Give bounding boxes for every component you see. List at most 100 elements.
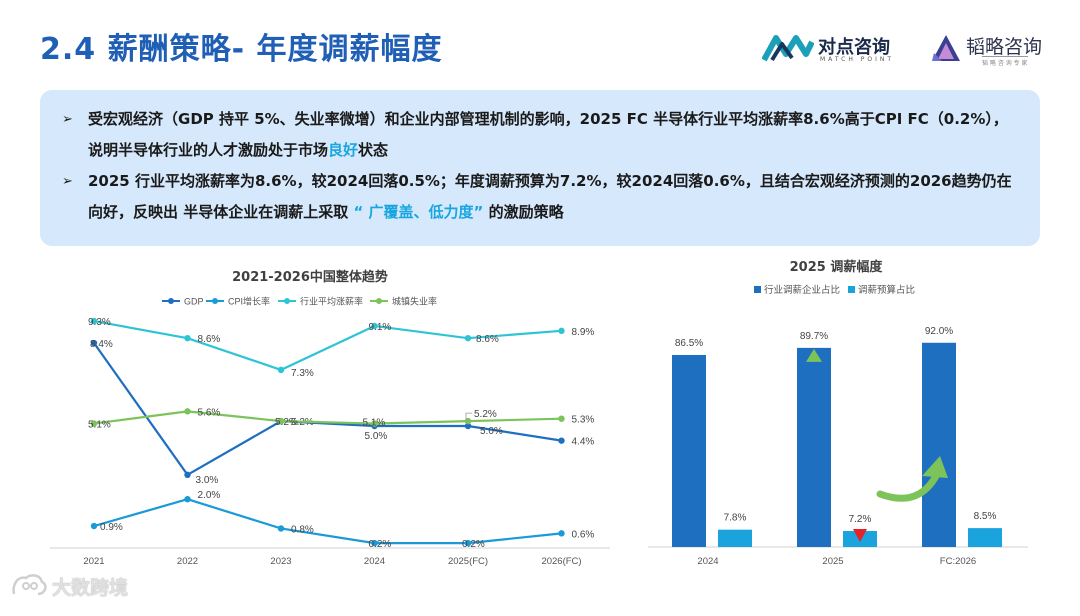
x-tick-label: 2026(FC) [541,556,581,567]
summary-box: ➢ 受宏观经济（GDP 持平 5%、失业率微增）和企业内部管理机制的影响，202… [40,90,1040,246]
data-point [90,339,98,347]
legend-swatch-marker [212,298,218,304]
series-line [93,410,562,425]
bullet-2-highlight: “ 广覆盖、低力度” [353,203,484,221]
data-point [277,366,285,374]
bar [797,347,831,547]
bullet-arrow-icon: ➢ [62,112,73,127]
data-label: 0.8% [291,524,314,535]
x-tick-label: FC:2026 [940,556,976,567]
data-point [558,327,565,335]
legend-label: GDP [184,297,204,307]
series-line [93,319,562,372]
data-point [558,415,565,422]
bullet-1-text: 受宏观经济（GDP 持平 5%、失业率微增）和企业内部管理机制的影响，2025 … [88,110,1008,159]
data-point [558,437,565,444]
x-tick-label: 2022 [177,556,198,567]
x-tick-label: 2024 [697,556,718,567]
data-point [277,525,285,532]
bar-label: 7.8% [724,513,747,524]
data-label: 5.0% [480,426,503,437]
line-chart-legend: GDP CPI增长率 行业平均涨薪率 城镇失业率 [162,296,437,307]
series-line [93,498,562,545]
bullet-1-text-end: 状态 [358,141,389,159]
data-label: 8.9% [572,327,595,338]
data-point [558,530,565,537]
data-label: 2.0% [198,490,221,501]
label-leader-line [465,412,472,424]
data-label: 9.3% [88,317,111,328]
taolue-logo-sub: 韬 略 咨 询 专 家 [982,56,1028,67]
x-tick-label: 2025 [822,556,843,567]
data-label: 0.9% [100,522,123,533]
down-triangle-icon [853,529,867,543]
series-3: 9.3% 8.6% 7.3% 9.1% 8.6% 8.9% [88,317,594,379]
curved-arrow-shaft [876,472,940,502]
bar-label: 86.5% [675,338,703,349]
legend-swatch-marker [168,298,174,304]
series-2: 0.9% 2.0% 0.8% 0.2% 0.2% 0.6% [90,490,595,550]
data-label: 7.3% [291,368,314,379]
legend-label: 调薪预算占比 [858,284,915,296]
bar [672,354,706,547]
legend-swatch-marker [376,298,382,304]
data-label: 8.4% [90,339,113,350]
x-tick-label: 2024 [364,556,385,567]
page-title: 2.4 薪酬策略- 年度调薪幅度 [40,32,443,67]
line-chart-title: 2021-2026中国整体趋势 [232,270,388,285]
bullet-2-text: 2025 行业平均涨薪率为8.6%，较2024回落0.5%；年度调薪预算为7.2… [88,172,1012,221]
bar-label: 92.0% [925,326,953,337]
data-label: 0.6% [572,529,595,540]
bar-chart: 行业调薪企业占比 调薪预算占比 2024 2025 FC:2026 86.5% 89.7% 9… [648,284,1028,567]
data-label: 5.2% [275,417,298,428]
bullet-1-highlight: 良好 [328,141,359,159]
x-tick-label: 2023 [270,556,291,567]
data-label: 9.1% [369,322,392,333]
bar [968,528,1002,547]
legend-label: CPI增长率 [228,296,270,307]
data-label: 8.6% [198,334,221,345]
bar [922,342,956,547]
bar-annotations [806,348,948,543]
data-label: 5.2% [474,409,497,420]
data-point [464,422,472,430]
data-label: 5.0% [365,431,388,442]
series-4: 5.1% 5.6% 5.2% 5.1% 5.2% 5.3% [88,407,594,430]
data-label: 3.0% [196,475,219,486]
bar-chart-legend: 行业调薪企业占比 调薪预算占比 [754,284,915,296]
data-point [184,496,191,503]
x-tick-label: 2021 [83,556,104,567]
bar-label: 89.7% [800,331,828,342]
data-label: 5.1% [88,420,111,431]
x-tick-label: 2025(FC) [448,556,488,567]
taolue-logo-icon [932,35,960,61]
taolue-logo: 韬略咨询 韬 略 咨 询 专 家 [930,30,1052,70]
data-label: 0.2% [462,539,485,550]
data-point [371,322,378,330]
data-point [184,408,191,415]
data-point [90,317,98,325]
matchpoint-logo-icon [762,35,814,62]
watermark-logo-icon [12,574,47,596]
data-label: 0.2% [369,539,392,550]
watermark: 大数跨境 [10,570,150,602]
data-point [277,417,285,425]
summary-bullet-1: ➢ 受宏观经济（GDP 持平 5%、失业率微增）和企业内部管理机制的影响，202… [62,104,1018,166]
legend-swatch [754,286,761,293]
data-label: 8.6% [476,334,499,345]
up-triangle-icon [806,348,822,362]
line-chart: GDP CPI增长率 行业平均涨薪率 城镇失业率 2021 2022 2023 2024 202… [50,296,610,567]
data-label: 5.1% [363,418,386,429]
bar-chart-title: 2025 调薪幅度 [789,260,883,275]
logo-group: 对点咨询 MATCH POINT 韬略咨询 韬 略 咨 询 专 家 [762,30,1052,70]
matchpoint-logo-sub: MATCH POINT [820,56,895,63]
data-point [464,539,472,547]
bar [718,529,752,547]
data-point [90,420,98,427]
summary-bullet-2: ➢ 2025 行业平均涨薪率为8.6%，较2024回落0.5%；年度调薪预算为7… [62,166,1018,228]
legend-label: 行业平均涨薪率 [300,296,363,307]
data-label: 5.6% [198,407,221,418]
bar-label: 7.2% [849,514,872,525]
series-line [93,342,562,477]
data-point [184,334,191,342]
